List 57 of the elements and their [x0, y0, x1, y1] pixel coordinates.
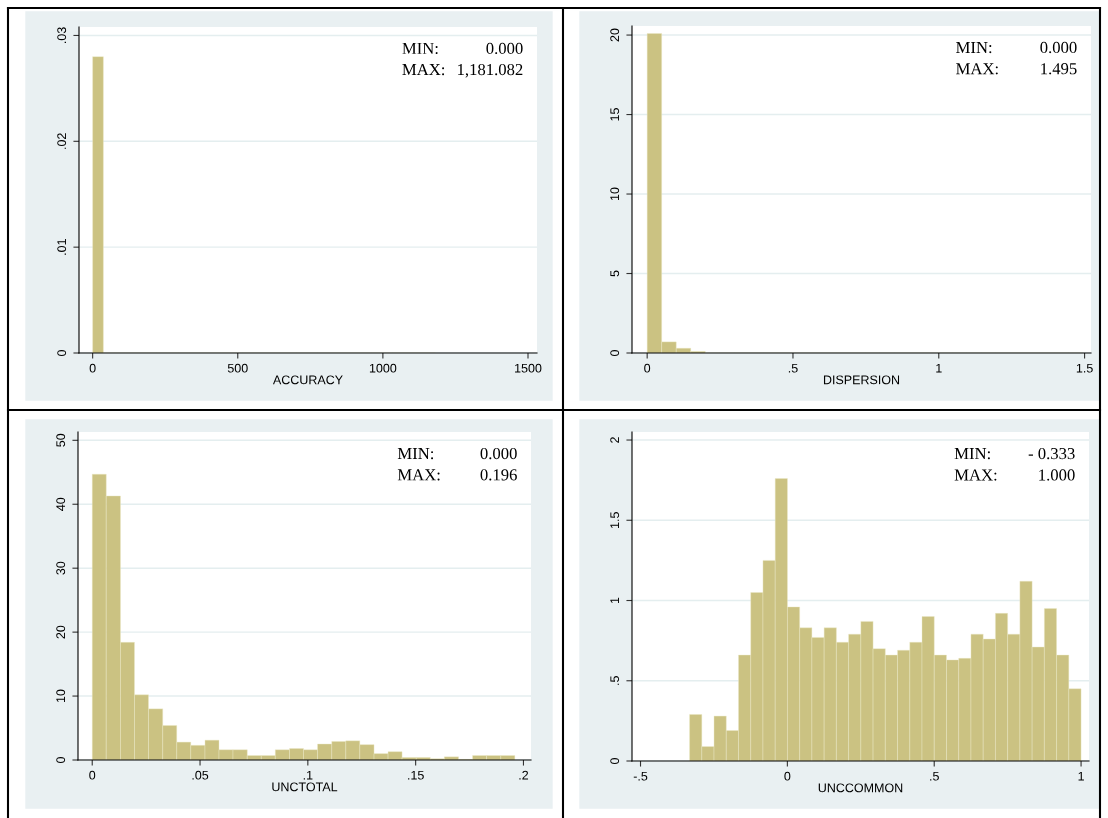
y-tick-label: 50: [56, 433, 66, 447]
y-tick-label: 0: [57, 350, 67, 356]
x-axis-title: ACCURACY: [272, 375, 343, 385]
x-tick-label: .5: [788, 363, 798, 373]
y-tick-label: 10: [610, 187, 620, 201]
annotation: 0.000: [480, 447, 517, 460]
x-tick-label: -.5: [633, 771, 648, 781]
y-tick-label: 5: [610, 270, 620, 277]
x-tick-label: 1: [936, 363, 942, 373]
x-tick-label: 500: [227, 363, 248, 373]
annotation: 0.196: [480, 469, 517, 481]
y-tick-label: 40: [56, 497, 66, 511]
y-tick-label: 30: [56, 561, 66, 575]
x-tick-label: 1000: [369, 363, 397, 373]
x-axis-title: UNCTOTAL: [272, 782, 338, 792]
x-tick-label: 0: [784, 771, 791, 781]
x-tick-label: .5: [930, 771, 939, 781]
x-tick-label: .1: [303, 770, 313, 780]
y-tick-label: 20: [56, 625, 66, 639]
y-tick-label: .02: [57, 133, 67, 149]
y-tick-label: 0: [56, 757, 66, 763]
x-axis-title: UNCCOMMON: [818, 783, 903, 793]
annotation: 1,181.082: [458, 63, 523, 78]
annotation: MAX:: [954, 469, 997, 481]
annotation: 1.495: [1041, 63, 1077, 75]
y-tick-label: .03: [57, 27, 67, 44]
x-tick-label: 1500: [515, 363, 542, 373]
y-tick-label: 0: [610, 350, 620, 356]
annotation: MAX:: [956, 63, 998, 75]
x-tick-label: 0: [89, 363, 96, 373]
x-tick-label: .05: [192, 770, 209, 780]
annotation: - 0.333: [1028, 447, 1075, 460]
x-tick-label: 0: [89, 770, 96, 780]
annotation: 1.000: [1039, 469, 1075, 481]
annotation: MIN:: [402, 42, 438, 55]
annotation: MAX:: [402, 64, 445, 76]
y-tick-label: 15: [610, 108, 620, 121]
x-tick-label: .2: [519, 770, 529, 780]
annotation: MIN:: [956, 41, 992, 54]
y-tick-label: .5: [610, 676, 620, 685]
x-tick-label: 0: [644, 363, 651, 373]
y-tick-label: 0: [610, 758, 620, 764]
y-tick-label: 1.5: [610, 512, 620, 528]
y-tick-label: 20: [610, 28, 620, 42]
annotation: MIN:: [397, 448, 434, 460]
annotation: MIN:: [954, 448, 990, 460]
y-tick-label: 1: [610, 597, 619, 604]
x-axis-title: DISPERSION: [823, 375, 900, 385]
x-tick-label: .15: [408, 770, 424, 780]
annotation: 0.000: [1040, 41, 1077, 54]
annotation: MAX:: [397, 469, 440, 481]
annotation: 0.000: [486, 42, 523, 55]
x-tick-label: 1: [1078, 771, 1084, 781]
y-tick-label: 2: [610, 437, 619, 443]
x-tick-label: 1.5: [1076, 363, 1093, 373]
y-tick-label: 10: [56, 689, 66, 703]
y-tick-label: .01: [57, 239, 67, 255]
